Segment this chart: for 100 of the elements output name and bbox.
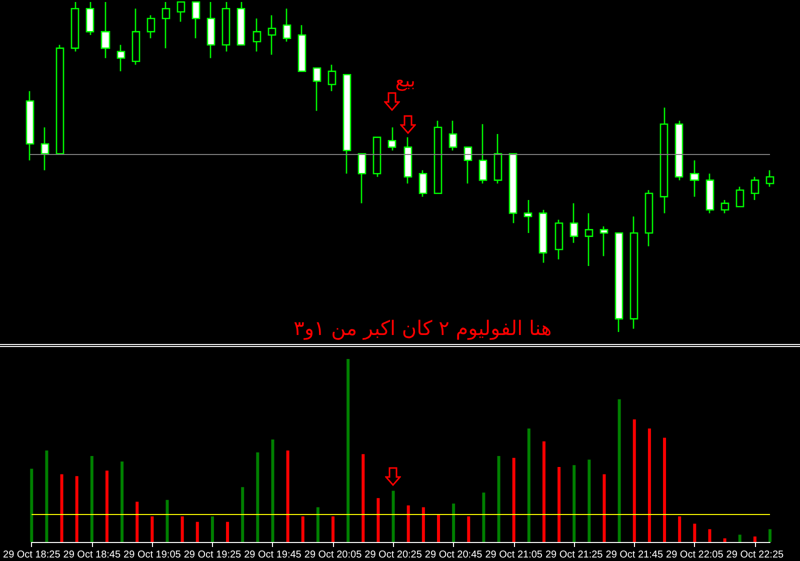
x-tick-label: 29 Oct 20:05 <box>304 550 362 560</box>
candlestick <box>342 74 352 174</box>
bar <box>512 458 516 542</box>
bar <box>422 507 425 542</box>
bar <box>316 507 320 542</box>
bar <box>376 498 380 542</box>
x-tick-label: 29 Oct 20:45 <box>424 550 483 560</box>
bar <box>482 492 486 542</box>
bar <box>241 487 244 542</box>
candlestick <box>614 232 624 333</box>
bar <box>332 516 335 542</box>
x-tick-label: 29 Oct 21:05 <box>485 550 543 560</box>
bar <box>210 516 214 542</box>
candlestick <box>750 176 760 201</box>
candlestick <box>192 1 200 39</box>
candlestick <box>282 8 292 42</box>
bar <box>648 428 651 542</box>
candlestick <box>236 1 246 46</box>
candlestick <box>720 199 730 214</box>
bar <box>602 474 606 542</box>
candlestick <box>524 199 532 234</box>
bar <box>301 516 304 542</box>
x-tick-label: 29 Oct 18:45 <box>63 550 121 560</box>
x-tick-label: 29 Oct 19:05 <box>124 550 182 560</box>
bar <box>196 522 199 542</box>
x-tick-label: 29 Oct 21:45 <box>606 550 664 560</box>
bar <box>105 470 108 542</box>
bar <box>632 419 636 542</box>
candlestick <box>766 170 774 188</box>
candlestick <box>690 160 700 198</box>
bar <box>558 466 561 542</box>
candlestick <box>268 14 276 56</box>
bar <box>663 438 666 542</box>
bar <box>723 538 726 542</box>
bar <box>286 450 290 542</box>
candlestick <box>554 219 564 260</box>
bar <box>693 524 696 542</box>
bar <box>467 516 470 542</box>
candlestick <box>312 67 322 112</box>
candlestick <box>570 202 578 244</box>
bar <box>75 476 78 542</box>
x-tick-label: 29 Oct 22:05 <box>666 550 724 560</box>
candlestick <box>674 120 684 181</box>
x-tick-label: 29 Oct 20:25 <box>364 550 422 560</box>
bar <box>678 516 682 542</box>
candlestick <box>252 18 262 52</box>
bar <box>362 454 365 542</box>
candlestick <box>86 1 94 36</box>
candlestick <box>298 24 306 72</box>
bar <box>588 460 591 542</box>
candlestick <box>404 136 412 184</box>
bar <box>738 534 742 542</box>
bar <box>136 502 139 542</box>
candlestick <box>494 133 502 184</box>
bar <box>150 516 154 542</box>
candlestick <box>508 153 518 224</box>
bar <box>346 359 350 542</box>
candlestick <box>736 186 744 208</box>
candlestick <box>418 170 428 198</box>
bar <box>45 450 48 542</box>
bar <box>768 529 772 542</box>
bar <box>527 428 530 542</box>
candlestick <box>56 44 64 154</box>
candlestick <box>70 1 80 52</box>
bar <box>572 465 576 542</box>
candlestick <box>434 120 442 194</box>
candlestick <box>388 126 396 152</box>
bar <box>226 522 230 542</box>
candlestick <box>222 1 230 52</box>
candlestick <box>116 44 126 72</box>
candlestick <box>538 209 548 264</box>
bar <box>497 456 500 542</box>
bar <box>542 441 546 542</box>
candlestick <box>706 172 714 214</box>
bar <box>30 468 34 542</box>
bar <box>452 504 456 542</box>
bar <box>256 452 260 542</box>
candlestick <box>600 226 608 257</box>
annotation: بيع <box>395 70 416 92</box>
candlestick <box>630 216 638 330</box>
bar <box>271 440 274 542</box>
candlestick <box>358 153 366 204</box>
candlestick <box>40 126 50 171</box>
bar <box>753 536 756 542</box>
candlestick <box>644 189 654 247</box>
x-tick-label: 29 Oct 21:25 <box>545 550 604 560</box>
candlestick <box>478 123 488 184</box>
bar <box>392 490 395 542</box>
candlestick <box>660 106 668 214</box>
x-tick-label: 29 Oct 18:25 <box>3 550 61 560</box>
candlestick <box>448 120 458 152</box>
bar <box>708 529 712 542</box>
bar <box>180 516 184 542</box>
bar <box>60 474 64 542</box>
bar <box>436 514 440 542</box>
candlestick <box>146 14 156 39</box>
x-tick-label: 29 Oct 19:25 <box>184 550 242 560</box>
candlestick <box>176 1 186 22</box>
bar <box>166 500 169 542</box>
bar <box>618 399 621 542</box>
